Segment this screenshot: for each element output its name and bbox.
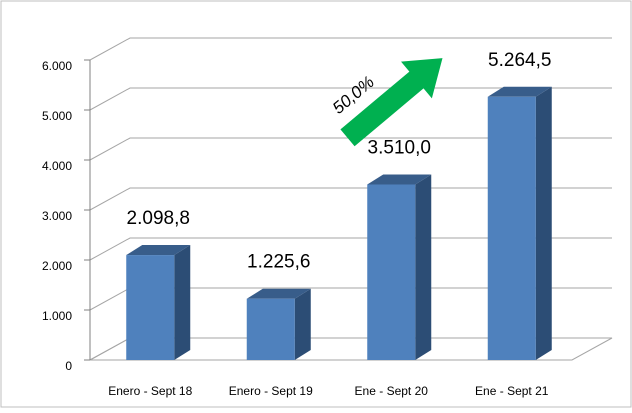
bar xyxy=(246,298,295,360)
data-label: 1.225,6 xyxy=(247,252,310,273)
bar-side xyxy=(294,288,311,360)
growth-arrow xyxy=(340,58,443,147)
data-label: 5.264,5 xyxy=(488,50,551,71)
y-tick-label: 0 xyxy=(65,359,72,373)
bar-side xyxy=(535,86,552,361)
x-tick-label: Enero - Sept 19 xyxy=(229,384,313,398)
x-tick-label: Enero - Sept 18 xyxy=(108,384,192,398)
data-label: 3.510,0 xyxy=(368,138,431,159)
grid-line xyxy=(89,37,612,61)
grid-line xyxy=(89,87,612,111)
bar xyxy=(126,255,175,360)
bar-top xyxy=(367,174,432,185)
y-tick-label: 4.000 xyxy=(42,159,72,173)
data-label: 2.098,8 xyxy=(127,208,190,229)
grid-line xyxy=(89,187,612,211)
bar-top xyxy=(246,288,311,299)
bar-side xyxy=(415,174,432,360)
bar-side xyxy=(174,245,191,360)
bar-top xyxy=(126,245,191,256)
y-tick-label: 1.000 xyxy=(42,309,72,323)
grid-line xyxy=(89,237,612,261)
x-tick-label: Ene - Sept 21 xyxy=(475,384,549,398)
bar xyxy=(487,96,536,361)
y-tick-label: 5.000 xyxy=(42,109,72,123)
x-tick-label: Ene - Sept 20 xyxy=(355,384,429,398)
bar-top xyxy=(487,86,552,97)
bar xyxy=(367,184,416,360)
y-tick-label: 3.000 xyxy=(42,209,72,223)
y-tick-label: 6.000 xyxy=(42,59,72,73)
grid-line xyxy=(89,137,612,161)
y-tick-label: 2.000 xyxy=(42,259,72,273)
